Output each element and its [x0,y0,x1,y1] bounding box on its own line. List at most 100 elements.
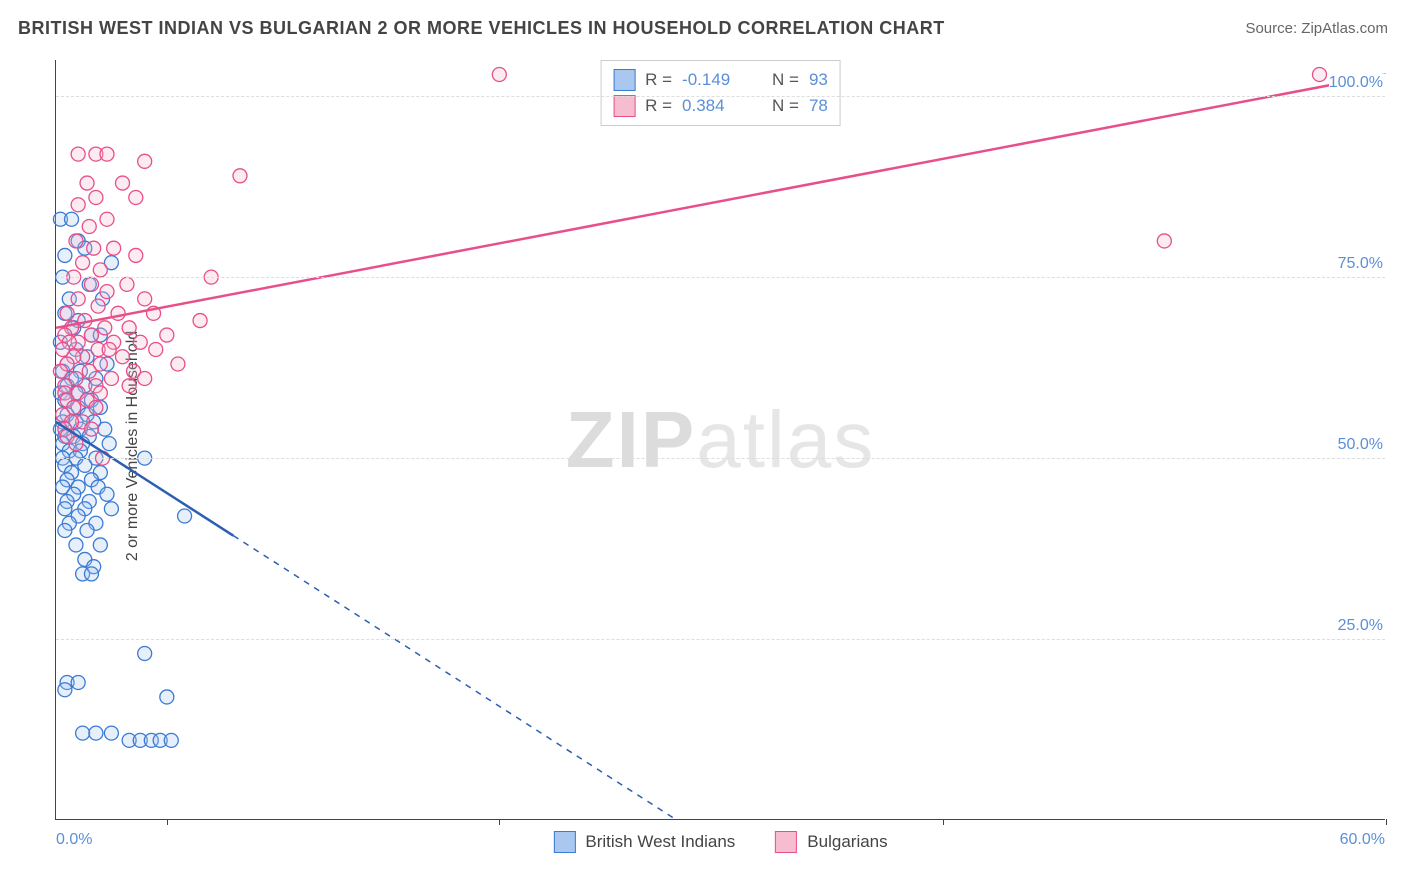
scatter-point [84,422,98,436]
gridline [56,96,1385,97]
scatter-point [76,726,90,740]
scatter-point [164,733,178,747]
legend-series: British West Indians Bulgarians [553,831,887,853]
scatter-point [149,343,163,357]
legend-swatch [553,831,575,853]
scatter-point [100,285,114,299]
legend-r-value: -0.149 [682,70,762,90]
scatter-point [492,67,506,81]
scatter-point [111,306,125,320]
scatter-point [84,277,98,291]
scatter-point [84,567,98,581]
scatter-point [82,364,96,378]
scatter-point [104,371,118,385]
scatter-point [87,241,101,255]
scatter-point [100,147,114,161]
scatter-point [122,379,136,393]
legend-n-value: 93 [809,70,828,90]
legend-row: R = -0.149 N = 93 [613,67,828,93]
scatter-point [76,256,90,270]
scatter-point [80,523,94,537]
y-tick-label: 75.0% [1338,255,1387,273]
scatter-point [116,176,130,190]
gridline [56,639,1385,640]
scatter-point [91,299,105,313]
scatter-point [138,154,152,168]
legend-swatch [613,95,635,117]
chart-svg [56,60,1385,819]
legend-item: Bulgarians [775,831,887,853]
scatter-point [71,147,85,161]
legend-n-label: N = [772,96,799,116]
scatter-point [160,328,174,342]
x-tick [943,819,944,825]
scatter-point [104,502,118,516]
legend-r-label: R = [645,96,672,116]
scatter-point [80,176,94,190]
scatter-point [98,422,112,436]
scatter-point [93,538,107,552]
scatter-point [138,371,152,385]
scatter-point [1157,234,1171,248]
x-tick [499,819,500,825]
source-label: Source: ZipAtlas.com [1245,20,1388,37]
scatter-point [133,335,147,349]
scatter-point [122,321,136,335]
scatter-point [129,248,143,262]
scatter-point [160,690,174,704]
legend-r-label: R = [645,70,672,90]
scatter-point [116,350,130,364]
legend-n-label: N = [772,70,799,90]
scatter-point [89,400,103,414]
legend-label: British West Indians [585,832,735,852]
y-tick-label: 25.0% [1338,617,1387,635]
gridline [56,458,1385,459]
scatter-point [69,538,83,552]
scatter-point [71,198,85,212]
scatter-point [82,219,96,233]
scatter-point [102,343,116,357]
scatter-point [120,277,134,291]
scatter-point [104,726,118,740]
legend-swatch [775,831,797,853]
legend-correlation: R = -0.149 N = 93 R = 0.384 N = 78 [600,60,841,126]
scatter-point [58,683,72,697]
scatter-point [58,502,72,516]
scatter-point [107,241,121,255]
scatter-point [100,487,114,501]
scatter-point [1313,67,1327,81]
trend-line-projection [233,536,676,820]
y-tick-label: 50.0% [1338,436,1387,454]
x-axis-max-label: 60.0% [1340,831,1385,849]
scatter-point [58,248,72,262]
scatter-point [65,212,79,226]
scatter-point [69,234,83,248]
scatter-point [93,386,107,400]
scatter-point [60,306,74,320]
scatter-point [138,292,152,306]
scatter-point [138,647,152,661]
scatter-point [178,509,192,523]
legend-label: Bulgarians [807,832,887,852]
y-tick-label: 100.0% [1329,74,1387,92]
scatter-point [129,191,143,205]
gridline [56,277,1385,278]
x-tick [167,819,168,825]
scatter-point [89,191,103,205]
scatter-point [78,458,92,472]
x-axis-min-label: 0.0% [56,831,92,849]
chart-title: BRITISH WEST INDIAN VS BULGARIAN 2 OR MO… [18,18,945,39]
legend-swatch [613,69,635,91]
scatter-point [71,292,85,306]
scatter-point [53,364,67,378]
scatter-point [100,212,114,226]
legend-r-value: 0.384 [682,96,762,116]
scatter-point [93,263,107,277]
scatter-point [58,523,72,537]
scatter-point [233,169,247,183]
plot-area: ZIPatlas R =-0.149N =93R =0.384N =78 Bri… [55,60,1385,820]
legend-n-value: 78 [809,96,828,116]
legend-item: British West Indians [553,831,735,853]
scatter-point [102,437,116,451]
scatter-point [71,675,85,689]
